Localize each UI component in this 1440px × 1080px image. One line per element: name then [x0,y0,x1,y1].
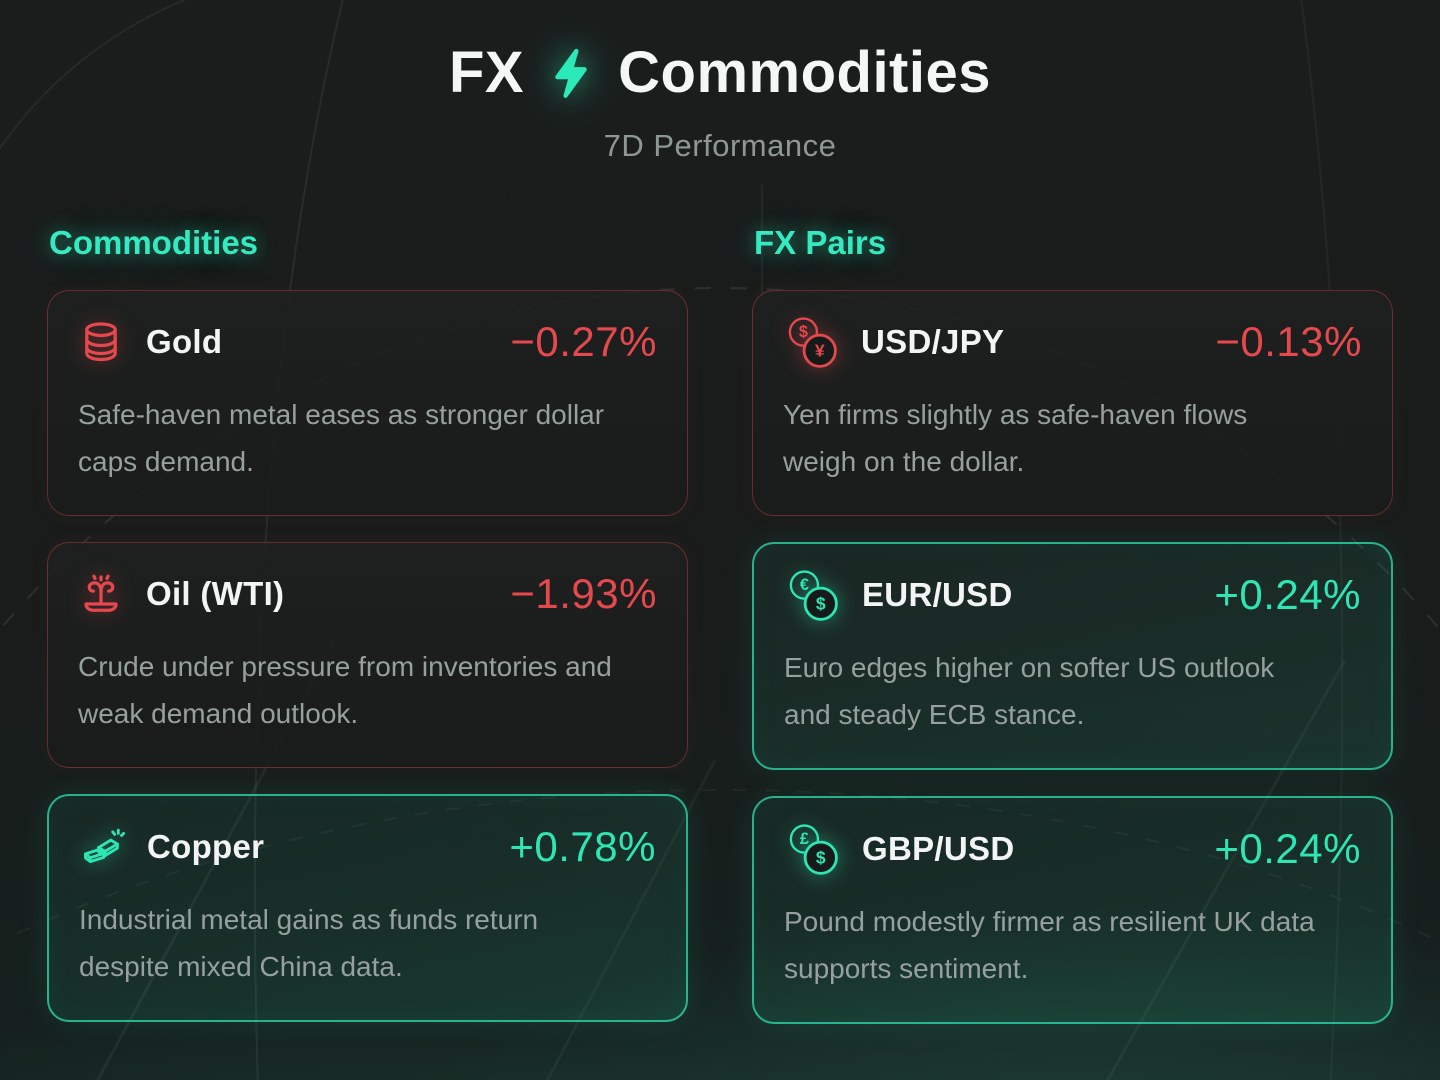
fx-pairs-heading: FX Pairs [754,224,887,261]
instrument-name: GBP/USD [862,830,1015,868]
instrument-name: Copper [147,828,265,866]
change-percent: −1.93% [510,570,657,618]
change-percent: +0.24% [1214,571,1361,619]
svg-text:¥: ¥ [815,340,825,360]
svg-text:£: £ [800,830,809,848]
svg-text:$: $ [816,593,826,613]
instrument-description: Safe-haven metal eases as stronger dolla… [78,399,605,478]
eur-usd-card[interactable]: € $ EUR/USD +0.24% Euro edges higher on … [752,542,1393,771]
usd-jpy-card[interactable]: $ ¥ USD/JPY −0.13% Yen firms slightly as… [752,290,1393,517]
instrument-name: Gold [146,323,223,360]
svg-text:$: $ [816,848,826,868]
page-subtitle: 7D Performance [603,128,837,163]
oil-card[interactable]: Oil (WTI) −1.93% Crude under pressure fr… [47,542,688,769]
gold-coin-stack-icon [85,322,117,362]
title-fx: FX [449,40,525,105]
instrument-description: Crude under pressure from inventories an… [78,651,612,730]
copper-card[interactable]: Copper +0.78% Industrial metal gains as … [47,794,688,1023]
instrument-name: Oil (WTI) [146,575,285,613]
gbp-usd-card[interactable]: £ $ GBP/USD +0.24% Pound modestly firmer… [752,796,1393,1025]
instrument-description: Yen firms slightly as safe-haven flows w… [783,399,1248,478]
change-percent: −0.13% [1215,318,1362,365]
change-percent: −0.27% [510,318,657,365]
fx-pairs-column: FX Pairs $ ¥ USD/JPY −0.13% Yen firms sl… [752,224,1393,1025]
instrument-description: Euro edges higher on softer US outlook a… [784,652,1275,731]
dashboard-columns: Commodities Gold −0.27% Safe-haven metal… [0,224,1440,1025]
lightning-bolt-icon [555,48,587,98]
usd-jpy-coins-icon: $ ¥ [788,317,837,368]
gbp-usd-coins-icon: £ $ [789,824,838,875]
commodities-heading: Commodities [49,224,259,261]
instrument-name: USD/JPY [861,323,1005,360]
eur-usd-coins-icon: € $ [789,570,838,621]
change-percent: +0.24% [1214,825,1361,873]
gold-card[interactable]: Gold −0.27% Safe-haven metal eases as st… [47,290,688,517]
page-header: FX Commodities 7D Performance [0,0,1440,164]
instrument-description: Industrial metal gains as funds return d… [79,904,539,983]
title-commodities: Commodities [618,40,991,105]
metal-ingots-icon [84,828,125,864]
instrument-name: EUR/USD [862,576,1013,614]
svg-text:$: $ [799,323,808,341]
instrument-description: Pound modestly firmer as resilient UK da… [784,906,1315,985]
commodities-column: Commodities Gold −0.27% Safe-haven metal… [47,224,688,1024]
svg-text:€: € [800,576,809,594]
change-percent: +0.78% [509,823,656,871]
oil-gusher-icon [84,574,118,612]
page-title: FX Commodities [0,44,1440,102]
